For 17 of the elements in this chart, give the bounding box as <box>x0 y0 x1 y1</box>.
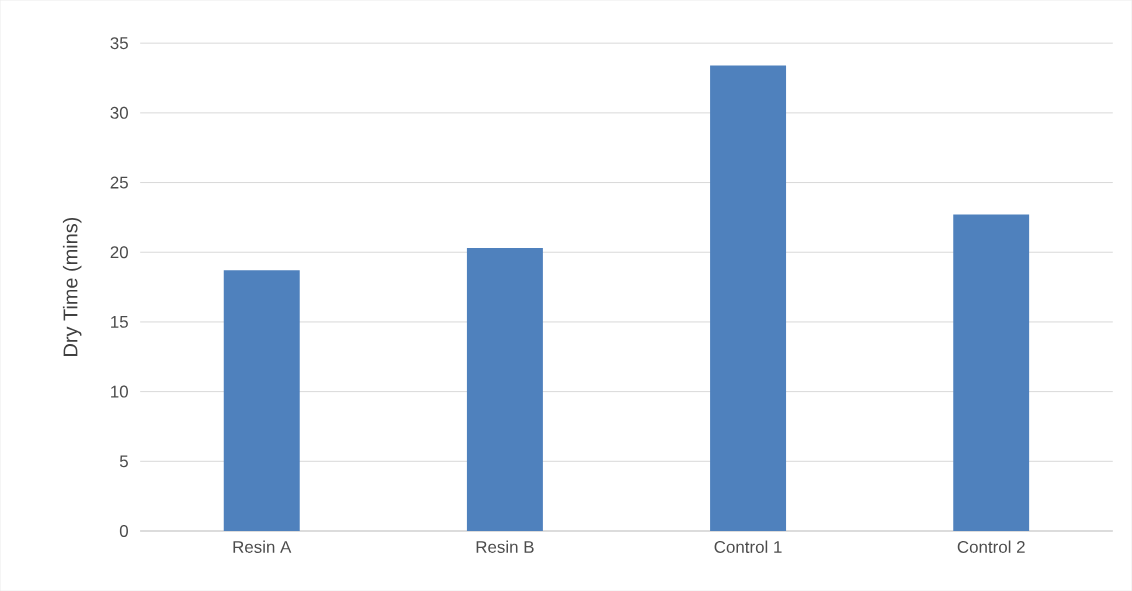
y-axis-title: Dry Time (mins) <box>62 217 82 356</box>
y-tick-label: 5 <box>119 455 128 468</box>
y-tick-label: 25 <box>110 176 128 189</box>
y-tick-label: 15 <box>111 315 128 328</box>
y-tick-label: 30 <box>110 106 128 119</box>
x-tick-label: Control 1 <box>714 540 782 553</box>
y-tick-label: 35 <box>110 37 128 50</box>
y-tick-label: 10 <box>111 385 128 398</box>
y-tick-label: 0 <box>119 524 128 537</box>
x-tick-label: Resin A <box>233 540 292 553</box>
bar <box>953 214 1030 531</box>
x-tick-label: Resin B <box>476 540 534 553</box>
bar <box>223 270 300 531</box>
bar <box>710 65 787 531</box>
bar <box>466 247 543 531</box>
y-tick-label: 20 <box>110 246 128 259</box>
x-tick-label: Control 2 <box>957 540 1025 553</box>
